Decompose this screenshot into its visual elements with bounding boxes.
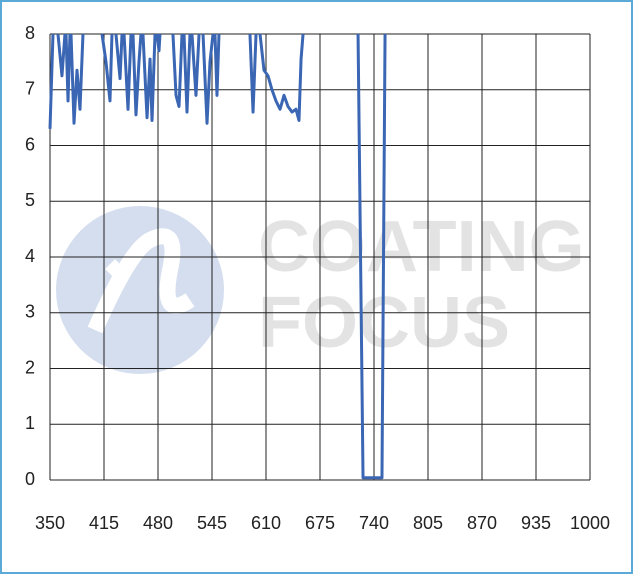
watermark-text: COATING (258, 207, 585, 287)
y-tick-label: 8 (25, 23, 35, 43)
x-tick-label: 675 (305, 513, 335, 533)
x-tick-label: 935 (521, 513, 551, 533)
y-tick-label: 3 (25, 302, 35, 322)
x-tick-label: 1000 (570, 513, 610, 533)
x-tick-label: 415 (89, 513, 119, 533)
x-tick-label: 480 (143, 513, 173, 533)
y-tick-label: 4 (25, 246, 35, 266)
y-tick-label: 7 (25, 79, 35, 99)
y-tick-label: 0 (25, 469, 35, 489)
y-tick-label: 1 (25, 413, 35, 433)
x-tick-label: 740 (359, 513, 389, 533)
x-tick-label: 350 (35, 513, 65, 533)
y-tick-label: 5 (25, 190, 35, 210)
y-tick-label: 6 (25, 134, 35, 154)
y-tick-label: 2 (25, 357, 35, 377)
data-line (48, 33, 387, 480)
x-tick-label: 805 (413, 513, 443, 533)
x-tick-label: 610 (251, 513, 281, 533)
x-tick-label: 870 (467, 513, 497, 533)
watermark-logo (56, 206, 224, 374)
x-tick-label: 545 (197, 513, 227, 533)
